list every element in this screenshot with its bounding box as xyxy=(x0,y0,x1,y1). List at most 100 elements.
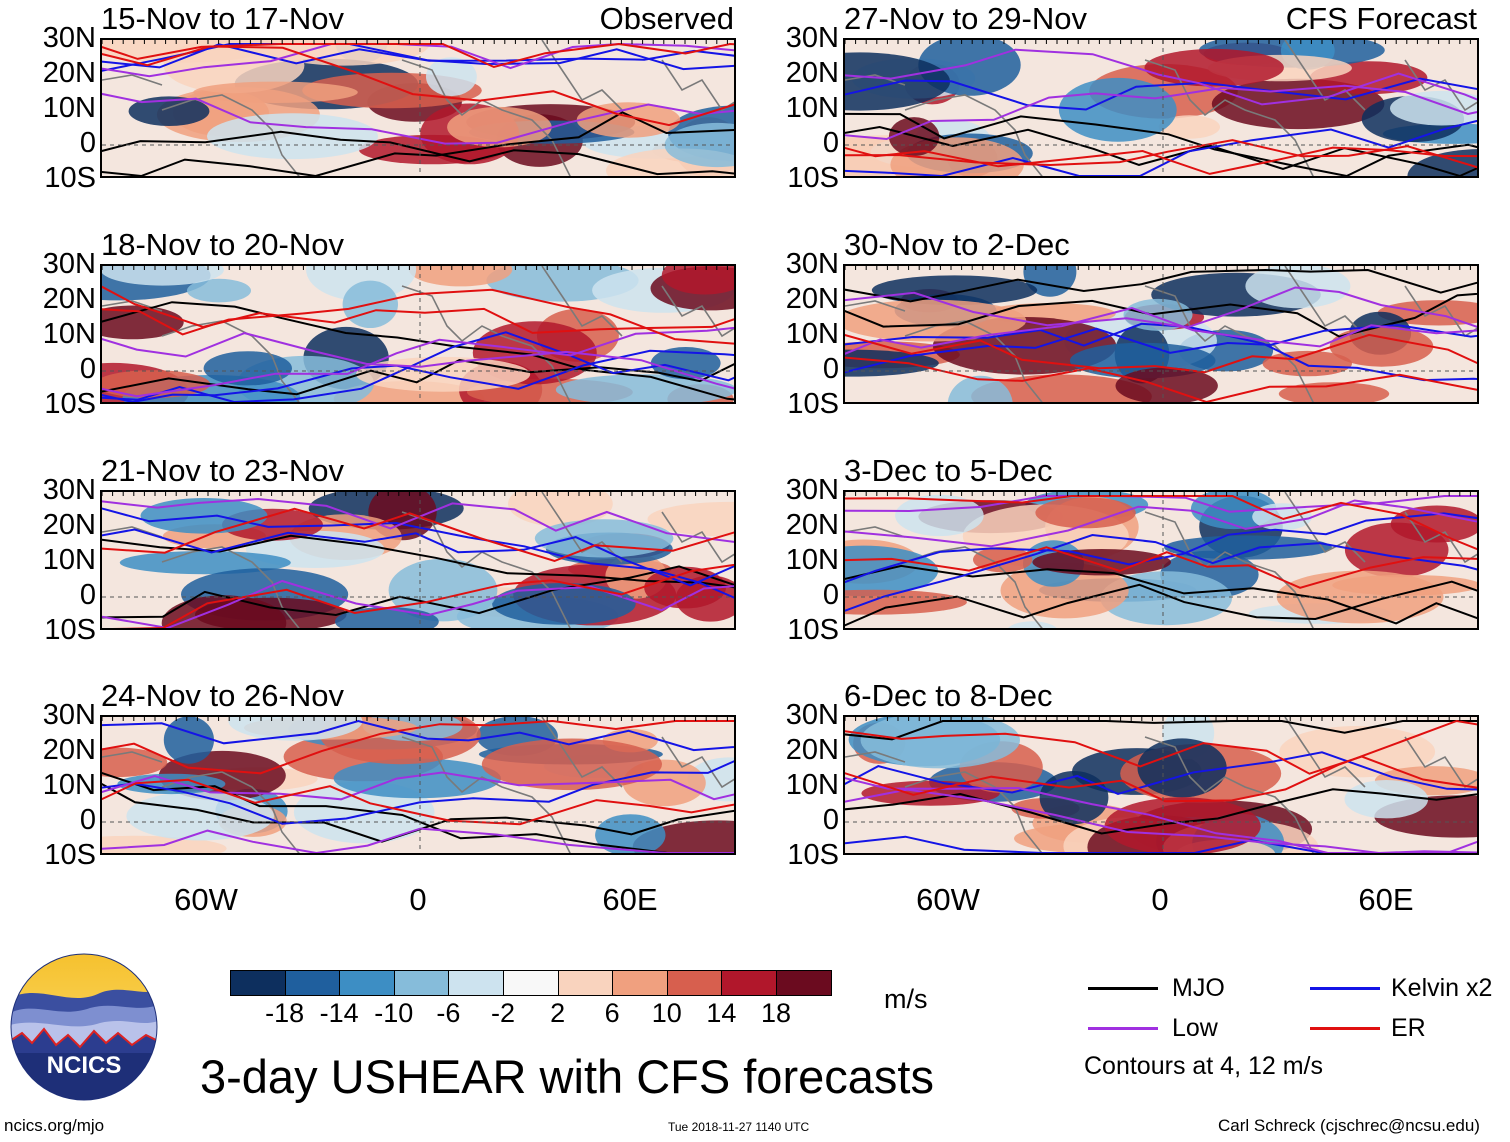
panel-title: 24-Nov to 26-Nov xyxy=(101,678,344,713)
negative-shear-area xyxy=(860,717,1020,769)
negative-shear-area xyxy=(388,558,498,622)
footer-credit: Carl Schreck (cjschrec@ncsu.edu) xyxy=(1218,1116,1480,1135)
negative-shear-area xyxy=(102,266,224,286)
low-contour xyxy=(102,827,734,853)
negative-shear-area xyxy=(845,349,939,377)
low-contour xyxy=(845,84,1477,141)
legend-er-label: ER xyxy=(1391,1014,1426,1042)
legend-low-label: Low xyxy=(1172,1014,1218,1042)
colorbar-swatch xyxy=(230,970,286,996)
x-tick-60w-right: 60W xyxy=(916,882,980,917)
ncics-logo: NCICS xyxy=(10,953,158,1101)
colorbar-swatch xyxy=(557,970,614,996)
y-tick-label: 30N xyxy=(785,699,839,731)
positive-shear-area xyxy=(508,492,613,527)
colorbar-label: 2 xyxy=(550,998,566,1028)
coastline xyxy=(102,74,163,86)
y-tick-label: 10N xyxy=(42,769,96,801)
negative-shear-area xyxy=(1164,535,1332,560)
y-tick-label: 10S xyxy=(44,839,96,871)
shear-map-panel xyxy=(843,38,1479,178)
kelvin-contour xyxy=(102,528,734,587)
er-contour xyxy=(102,778,734,826)
shear-map-panel xyxy=(843,264,1479,404)
kelvin-contour xyxy=(845,533,1477,612)
legend-low-line xyxy=(1088,1027,1158,1030)
legend-kelvin-line xyxy=(1310,987,1380,990)
colorbar-label: 14 xyxy=(706,998,737,1028)
y-tick-label: 0 xyxy=(822,579,839,611)
er-contour xyxy=(102,719,734,775)
negative-shear-area xyxy=(163,717,214,764)
mjo-contour xyxy=(845,292,1477,338)
coastline xyxy=(102,751,163,763)
coastline xyxy=(541,266,623,337)
y-tick-label: 10S xyxy=(44,162,96,194)
y-tick-label: 30N xyxy=(42,474,96,506)
colorbar-label: 10 xyxy=(651,998,682,1028)
er-contour xyxy=(102,42,734,69)
colorbar-label: -10 xyxy=(374,998,414,1028)
er-contour xyxy=(845,146,1477,175)
coastline xyxy=(541,492,623,563)
low-contour xyxy=(845,306,1477,355)
y-tick-label: 20N xyxy=(785,57,839,89)
low-contour xyxy=(845,495,1477,513)
colorbar-swatch xyxy=(776,970,832,996)
low-contour xyxy=(845,286,1477,329)
y-tick-label: 10S xyxy=(787,614,839,646)
er-contour xyxy=(102,288,734,345)
coastline xyxy=(1404,285,1477,338)
positive-shear-area xyxy=(644,566,726,609)
negative-shear-area xyxy=(1008,621,1057,628)
positive-shear-area xyxy=(1262,350,1352,377)
coastline xyxy=(1284,40,1366,111)
legend-er-line xyxy=(1310,1027,1380,1030)
y-tick-label: 20N xyxy=(42,283,96,315)
er-contour xyxy=(845,546,1477,589)
mjo-contour xyxy=(102,534,734,589)
negative-shear-area xyxy=(1137,738,1227,798)
coastline xyxy=(845,751,906,763)
colorbar-unit: m/s xyxy=(884,984,928,1014)
er-contour xyxy=(845,139,1477,169)
kelvin-contour xyxy=(845,512,1477,584)
negative-shear-area xyxy=(426,57,477,97)
y-tick-label: 0 xyxy=(822,127,839,159)
panel-title: 27-Nov to 29-Nov xyxy=(844,1,1087,36)
er-contour xyxy=(845,356,1477,402)
legend-kelvin-label: Kelvin x2 xyxy=(1391,974,1493,1002)
y-tick-label: 10N xyxy=(785,769,839,801)
negative-shear-area xyxy=(207,113,378,160)
x-tick-60w-left: 60W xyxy=(174,882,238,917)
low-contour xyxy=(102,497,734,543)
coastline xyxy=(1144,511,1314,628)
coastline xyxy=(161,94,300,176)
low-contour xyxy=(845,48,1477,106)
coastline xyxy=(661,736,734,789)
coastline xyxy=(161,546,300,628)
footer-timestamp: Tue 2018-11-27 1140 UTC xyxy=(668,1120,810,1134)
positive-shear-area xyxy=(1158,115,1220,139)
positive-shear-area xyxy=(1144,48,1284,87)
positive-shear-area xyxy=(481,738,662,791)
er-contour xyxy=(845,730,1477,789)
y-tick-label: 10S xyxy=(44,388,96,420)
colorbar-label: -18 xyxy=(265,998,305,1028)
coastline xyxy=(1144,736,1314,853)
colorbar-swatch xyxy=(339,970,395,996)
negative-shear-area xyxy=(947,375,1013,402)
main-title: 3-day USHEAR with CFS forecasts xyxy=(200,1050,934,1103)
mjo-contour xyxy=(845,112,1477,176)
negative-shear-area xyxy=(895,494,984,537)
positive-shear-area xyxy=(102,370,211,399)
mjo-contour xyxy=(102,772,734,853)
y-tick-label: 20N xyxy=(42,734,96,766)
y-tick-label: 10S xyxy=(44,614,96,646)
kelvin-contour xyxy=(845,324,1477,374)
positive-shear-area xyxy=(1279,726,1436,778)
y-tick-label: 30N xyxy=(42,22,96,54)
negative-shear-area xyxy=(534,519,674,558)
negative-shear-area xyxy=(492,583,636,625)
footer-url[interactable]: ncics.org/mjo xyxy=(4,1116,105,1135)
